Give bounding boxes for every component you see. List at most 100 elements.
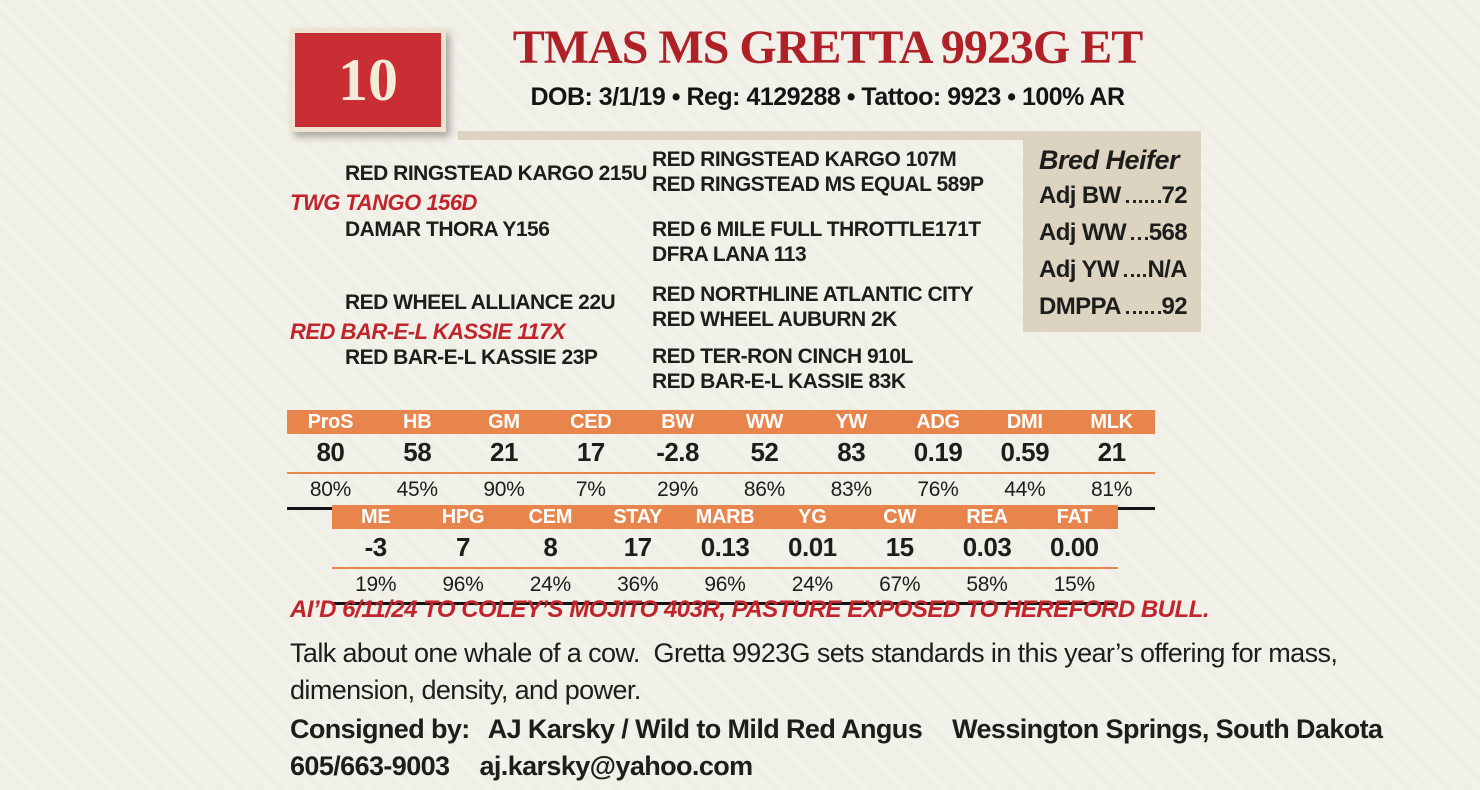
stat-value: N/A xyxy=(1147,256,1187,283)
epd-percentile-cell: 45% xyxy=(396,478,438,501)
phone-number: 605/663-9003 xyxy=(290,751,450,781)
pedigree-dam-granddam: RED BAR-E-L KASSIE 23P xyxy=(345,346,598,369)
epd-header-cell: MLK xyxy=(1090,410,1133,433)
epd-percentile-cell: 19% xyxy=(355,573,397,596)
epd-header-cell: CW xyxy=(883,505,917,528)
epd-percentile-cell: 96% xyxy=(442,573,484,596)
epd-header-cell: HB xyxy=(403,410,432,433)
epd-percentile-cell: 83% xyxy=(830,478,872,501)
consignor-name: AJ Karsky / Wild to Mild Red Angus xyxy=(487,714,923,744)
stat-row-adj-ww: Adj WW 568 xyxy=(1039,219,1188,256)
bred-heifer-stats-box: Bred Heifer Adj BW 72 Adj WW 568 Adj YW … xyxy=(1023,131,1201,332)
epd-header-cell: ME xyxy=(360,505,391,528)
pedigree-great-grandparent: RED RINGSTEAD MS EQUAL 589P xyxy=(652,173,984,196)
stats-box-title: Bred Heifer xyxy=(1039,145,1180,175)
epd-value-cell: 0.19 xyxy=(913,437,963,467)
epd-value-cell: 21 xyxy=(1097,437,1126,467)
epd-percentile-cell: 29% xyxy=(657,478,699,501)
epd-header-cell: FAT xyxy=(1056,505,1093,528)
animal-registration-subtitle: DOB: 3/1/19 • Reg: 4129288 • Tattoo: 992… xyxy=(530,83,1125,111)
epd-percentile-cell: 24% xyxy=(791,573,833,596)
lot-number: 10 xyxy=(338,46,398,113)
consignor-location: Wessington Springs, South Dakota xyxy=(952,714,1383,744)
pedigree-great-grandparent: RED RINGSTEAD KARGO 107M xyxy=(652,148,957,171)
pedigree-great-grandparent: RED 6 MILE FULL THROTTLE171T xyxy=(652,218,981,241)
pedigree-great-grandparent: RED NORTHLINE ATLANTIC CITY xyxy=(652,283,974,306)
epd-value-cell: 0.59 xyxy=(1000,437,1050,467)
epd-percentile-cell: 44% xyxy=(1004,478,1046,501)
epd-percentile-cell: 80% xyxy=(309,478,351,501)
epd-table-header-row: ProS HB GM CED BW WW YW ADG DMI MLK xyxy=(287,410,1155,434)
stat-row-adj-bw: Adj BW 72 xyxy=(1039,182,1188,219)
stat-value: 72 xyxy=(1161,182,1188,209)
epd-value-cell: 0.03 xyxy=(962,532,1012,562)
stat-label: Adj WW xyxy=(1039,219,1127,246)
pedigree-great-grandparent: RED TER-RON CINCH 910L xyxy=(652,345,913,368)
epd-value-cell: 21 xyxy=(490,437,518,467)
epd-value-cell: 80 xyxy=(316,437,345,467)
epd-header-cell: HPG xyxy=(441,505,485,528)
epd-value-cell: -3 xyxy=(364,532,388,562)
epd-header-cell: BW xyxy=(661,410,694,433)
epd-header-cell: REA xyxy=(966,505,1008,528)
epd-table-values-row: -3 7 8 17 0.13 0.01 15 0.03 0.00 xyxy=(332,529,1118,569)
epd-table-primary: ProS HB GM CED BW WW YW ADG DMI MLK 80 5… xyxy=(287,410,1155,510)
epd-value-cell: 0.00 xyxy=(1050,532,1099,562)
epd-header-cell: CEM xyxy=(528,505,573,528)
epd-header-cell: STAY xyxy=(613,505,663,528)
epd-percentile-cell: 58% xyxy=(966,573,1008,596)
epd-percentile-cell: 36% xyxy=(617,573,659,596)
lot-number-box: 10 xyxy=(290,28,446,132)
epd-header-cell: MARB xyxy=(695,505,755,528)
epd-value-cell: -2.8 xyxy=(656,437,699,467)
epd-value-cell: 8 xyxy=(543,532,558,562)
epd-value-cell: 0.01 xyxy=(788,532,837,562)
epd-value-cell: 7 xyxy=(456,532,470,562)
stat-label: Adj YW xyxy=(1039,256,1120,283)
dotted-leader xyxy=(1123,274,1147,277)
pedigree-great-grandparent: RED BAR-E-L KASSIE 83K xyxy=(652,370,906,393)
stat-label: Adj BW xyxy=(1039,182,1121,209)
epd-percentile-cell: 90% xyxy=(483,478,525,501)
epd-header-cell: DMI xyxy=(1006,410,1043,433)
epd-value-cell: 83 xyxy=(837,437,866,467)
pedigree-sire-grandsire: RED RINGSTEAD KARGO 215U xyxy=(345,162,647,185)
epd-percentile-cell: 7% xyxy=(575,478,606,501)
epd-table-percentiles-row: 19% 96% 24% 36% 96% 24% 67% 58% 15% xyxy=(332,569,1118,605)
epd-table-secondary: ME HPG CEM STAY MARB YG CW REA FAT -3 7 … xyxy=(332,505,1118,605)
epd-percentile-cell: 67% xyxy=(879,573,921,596)
epd-header-cell: GM xyxy=(488,410,520,433)
epd-header-cell: ADG xyxy=(916,410,960,433)
title-block: TMAS MS GRETTA 9923G ET DOB: 3/1/19 • Re… xyxy=(450,20,1205,112)
pedigree-section: RED RINGSTEAD KARGO 215U TWG TANGO 156D … xyxy=(290,140,1022,402)
consigned-by-label: Consigned by: xyxy=(290,714,470,744)
epd-value-cell: 0.13 xyxy=(700,532,750,562)
epd-percentile-cell: 81% xyxy=(1091,478,1133,501)
contact-line: 605/663-9003 aj.karsky@yahoo.com xyxy=(290,750,1180,783)
epd-percentile-cell: 24% xyxy=(529,573,571,596)
pedigree-dam-grandsire: RED WHEEL ALLIANCE 22U xyxy=(345,291,616,314)
pedigree-dam: RED BAR-E-L KASSIE 117X xyxy=(290,319,565,344)
stat-value: 568 xyxy=(1148,219,1188,246)
email-address: aj.karsky@yahoo.com xyxy=(479,751,753,781)
header-divider-rule xyxy=(458,131,1200,140)
epd-header-cell: ProS xyxy=(307,410,354,433)
epd-value-cell: 17 xyxy=(576,437,605,467)
dotted-leader xyxy=(1125,311,1161,314)
stat-row-adj-yw: Adj YW N/A xyxy=(1039,256,1188,293)
consignment-line: Consigned by: AJ Karsky / Wild to Mild Re… xyxy=(290,713,1383,746)
pedigree-sire-granddam: DAMAR THORA Y156 xyxy=(345,218,550,241)
dotted-leader xyxy=(1131,237,1148,240)
dotted-leader xyxy=(1125,200,1161,203)
description-line: dimension, density, and power. xyxy=(290,675,641,705)
epd-percentile-cell: 96% xyxy=(704,573,746,596)
epd-percentile-cell: 15% xyxy=(1053,573,1095,596)
epd-header-cell: YG xyxy=(798,505,827,528)
stat-label: DMPPA xyxy=(1039,293,1122,320)
epd-value-cell: 15 xyxy=(885,532,914,562)
animal-name-title: TMAS MS GRETTA 9923G ET xyxy=(512,21,1144,74)
pedigree-sire: TWG TANGO 156D xyxy=(290,190,477,215)
description-line: Talk about one whale of a cow. Gretta 99… xyxy=(290,638,1338,668)
pedigree-great-grandparent: DFRA LANA 113 xyxy=(652,243,807,266)
